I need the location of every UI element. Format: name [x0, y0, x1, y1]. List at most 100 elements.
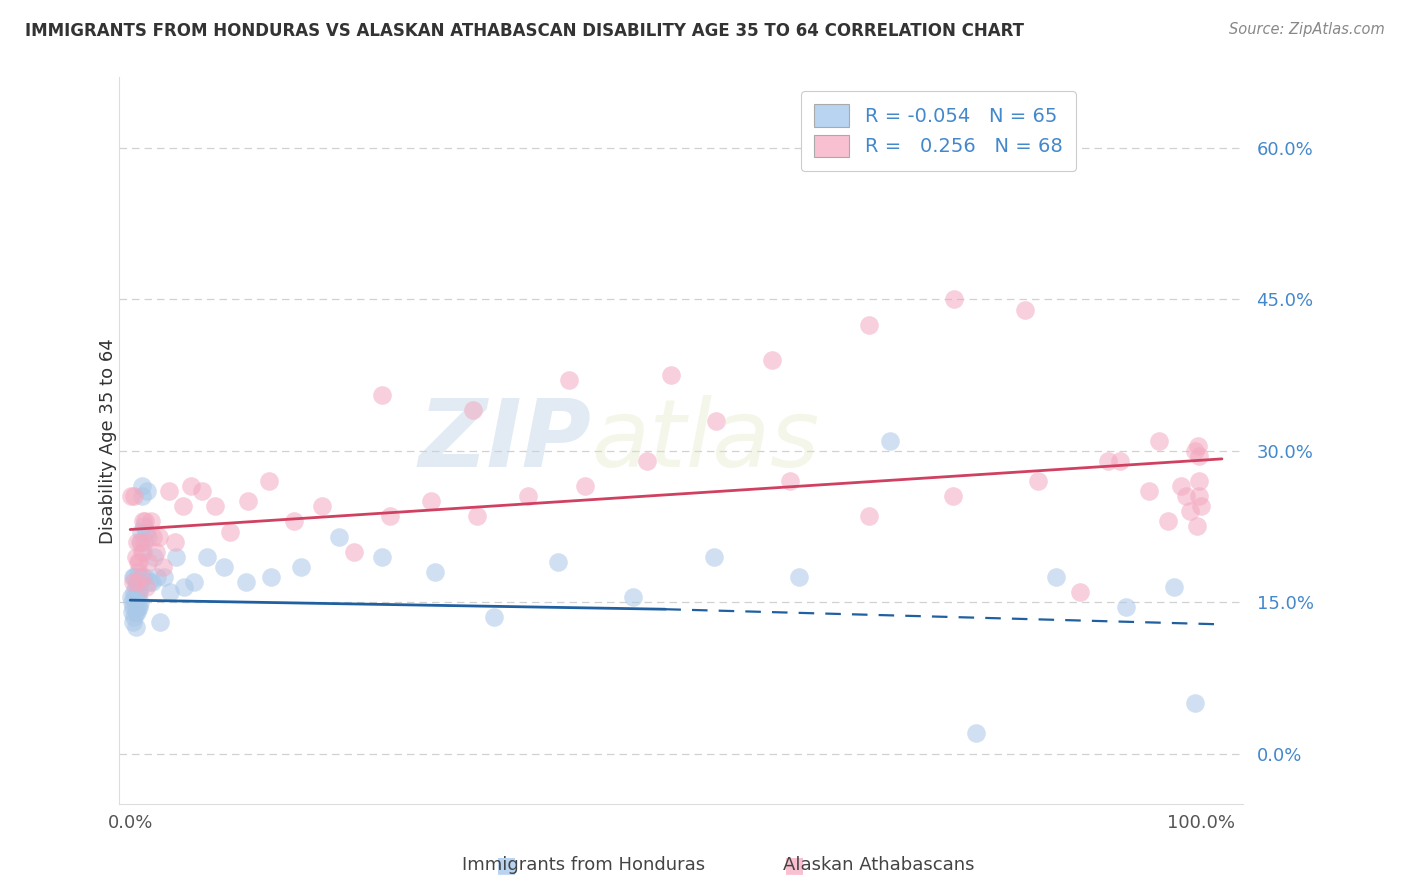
Legend: R = -0.054   N = 65, R =   0.256   N = 68: R = -0.054 N = 65, R = 0.256 N = 68 — [801, 91, 1076, 170]
Point — [761, 353, 783, 368]
Text: IMMIGRANTS FROM HONDURAS VS ALASKAN ATHABASCAN DISABILITY AGE 35 TO 64 CORRELATI: IMMIGRANTS FROM HONDURAS VS ALASKAN ATHA… — [25, 22, 1025, 40]
Point — [191, 484, 214, 499]
Point — [636, 454, 658, 468]
Point — [132, 545, 155, 559]
Point — [1184, 696, 1206, 710]
Point — [547, 555, 569, 569]
Point — [120, 590, 142, 604]
Point — [1147, 434, 1170, 448]
Point — [1069, 585, 1091, 599]
Point — [574, 479, 596, 493]
Point — [129, 570, 152, 584]
Point — [165, 549, 187, 564]
Point — [145, 545, 167, 559]
Point — [124, 620, 146, 634]
Point — [165, 534, 187, 549]
Point — [128, 585, 150, 599]
Point — [659, 368, 682, 383]
Point — [1137, 484, 1160, 499]
Point — [120, 489, 142, 503]
Point — [1170, 479, 1192, 493]
Point — [142, 549, 165, 564]
Point — [1014, 302, 1036, 317]
Point — [482, 610, 505, 624]
Point — [127, 600, 149, 615]
Point — [122, 615, 145, 630]
Point — [420, 494, 443, 508]
Point — [465, 509, 488, 524]
Y-axis label: Disability Age 35 to 64: Disability Age 35 to 64 — [100, 338, 117, 543]
Point — [1157, 515, 1180, 529]
Point — [127, 555, 149, 569]
Point — [124, 590, 146, 604]
Point — [943, 293, 966, 307]
Point — [1045, 570, 1067, 584]
Point — [135, 580, 157, 594]
Point — [858, 318, 880, 332]
Point — [259, 474, 281, 488]
Point — [129, 524, 152, 539]
Point — [157, 484, 180, 499]
Point — [425, 565, 447, 579]
Point — [132, 519, 155, 533]
Point — [132, 534, 155, 549]
Point — [141, 574, 163, 589]
Point — [218, 524, 240, 539]
Point — [1188, 474, 1211, 488]
Point — [125, 605, 148, 619]
Point — [380, 509, 402, 524]
Point — [125, 590, 148, 604]
Point — [132, 570, 155, 584]
Point — [122, 600, 145, 615]
Point — [558, 373, 581, 387]
Point — [879, 434, 901, 448]
Point — [1097, 454, 1119, 468]
Point — [1163, 580, 1185, 594]
Point — [1174, 489, 1197, 503]
Text: ■: ■ — [785, 855, 804, 875]
Point — [370, 388, 392, 402]
Point — [129, 534, 152, 549]
Point — [124, 605, 146, 619]
Point — [127, 585, 149, 599]
Point — [779, 474, 801, 488]
Point — [131, 479, 153, 493]
Text: atlas: atlas — [592, 395, 820, 486]
Point — [283, 515, 305, 529]
Point — [124, 580, 146, 594]
Point — [1115, 600, 1137, 615]
Point — [148, 530, 170, 544]
Point — [235, 574, 257, 589]
Point — [1026, 474, 1049, 488]
Point — [236, 494, 259, 508]
Point — [124, 570, 146, 584]
Point — [149, 615, 172, 630]
Point — [152, 559, 174, 574]
Point — [702, 549, 724, 564]
Point — [124, 549, 146, 564]
Point — [1178, 504, 1201, 518]
Point — [858, 509, 880, 524]
Point — [131, 489, 153, 503]
Point — [195, 549, 218, 564]
Point — [260, 570, 283, 584]
Point — [121, 605, 143, 619]
Point — [125, 534, 148, 549]
Point — [125, 574, 148, 589]
Point — [142, 530, 165, 544]
Point — [138, 574, 160, 589]
Point — [139, 515, 162, 529]
Point — [128, 534, 150, 549]
Point — [131, 545, 153, 559]
Text: Alaskan Athabascans: Alaskan Athabascans — [783, 856, 974, 874]
Point — [343, 545, 366, 559]
Text: Source: ZipAtlas.com: Source: ZipAtlas.com — [1229, 22, 1385, 37]
Point — [942, 489, 965, 503]
Point — [328, 530, 350, 544]
Point — [122, 574, 145, 589]
Point — [125, 574, 148, 589]
Point — [204, 500, 226, 514]
Point — [1109, 454, 1132, 468]
Point — [621, 590, 644, 604]
Point — [461, 403, 484, 417]
